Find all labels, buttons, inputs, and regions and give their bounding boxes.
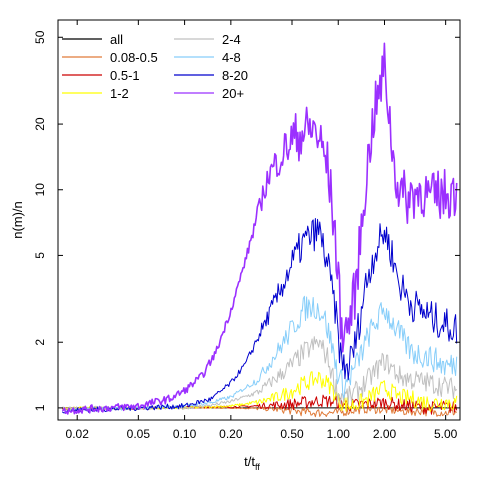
series-layer bbox=[61, 42, 458, 418]
y-tick-label: 20 bbox=[33, 117, 47, 131]
x-tick-label: 5.00 bbox=[434, 427, 458, 441]
x-tick-label: 0.05 bbox=[127, 427, 151, 441]
legend-label-20+: 20+ bbox=[222, 86, 244, 101]
y-tick-label: 5 bbox=[33, 252, 47, 259]
axis-ticks: 0.02 0.05 0.10 0.20 0.50 1.00 2.00 5.00 1 2 5 10 20 5… bbox=[33, 20, 460, 441]
legend-label-0.08-0.5: 0.08-0.5 bbox=[110, 50, 158, 65]
x-tick-label: 2.00 bbox=[373, 427, 397, 441]
series-line-2-4 bbox=[62, 336, 458, 411]
legend: all 0.08-0.5 0.5-1 1-2 2-4 4-8 8-20 20+ bbox=[62, 32, 248, 101]
y-tick-label: 50 bbox=[33, 30, 47, 44]
x-tick-label: 1.00 bbox=[327, 427, 351, 441]
legend-label-8-20: 8-20 bbox=[222, 68, 248, 83]
x-axis-label-sub: ff bbox=[255, 462, 260, 472]
series-line-20+ bbox=[61, 42, 458, 415]
y-axis-label: n(m)/n bbox=[10, 201, 25, 239]
plot-frame bbox=[57, 19, 461, 421]
x-tick-label: 0.20 bbox=[219, 427, 243, 441]
legend-label-4-8: 4-8 bbox=[222, 50, 241, 65]
legend-label-1-2: 1-2 bbox=[110, 86, 129, 101]
series-line-1-2 bbox=[62, 371, 458, 412]
x-axis-label: t/tff bbox=[244, 454, 260, 472]
legend-label-all: all bbox=[110, 32, 123, 47]
x-tick-label: 0.10 bbox=[173, 427, 197, 441]
legend-label-2-4: 2-4 bbox=[222, 32, 241, 47]
x-tick-label: 0.02 bbox=[66, 427, 90, 441]
y-tick-label: 2 bbox=[33, 339, 47, 346]
y-tick-label: 10 bbox=[33, 183, 47, 197]
x-tick-label: 0.50 bbox=[280, 427, 304, 441]
series-line-8-20 bbox=[61, 218, 458, 414]
y-tick-label: 1 bbox=[33, 404, 47, 411]
series-line-4-8 bbox=[62, 295, 458, 413]
legend-label-0.5-1: 0.5-1 bbox=[110, 68, 140, 83]
